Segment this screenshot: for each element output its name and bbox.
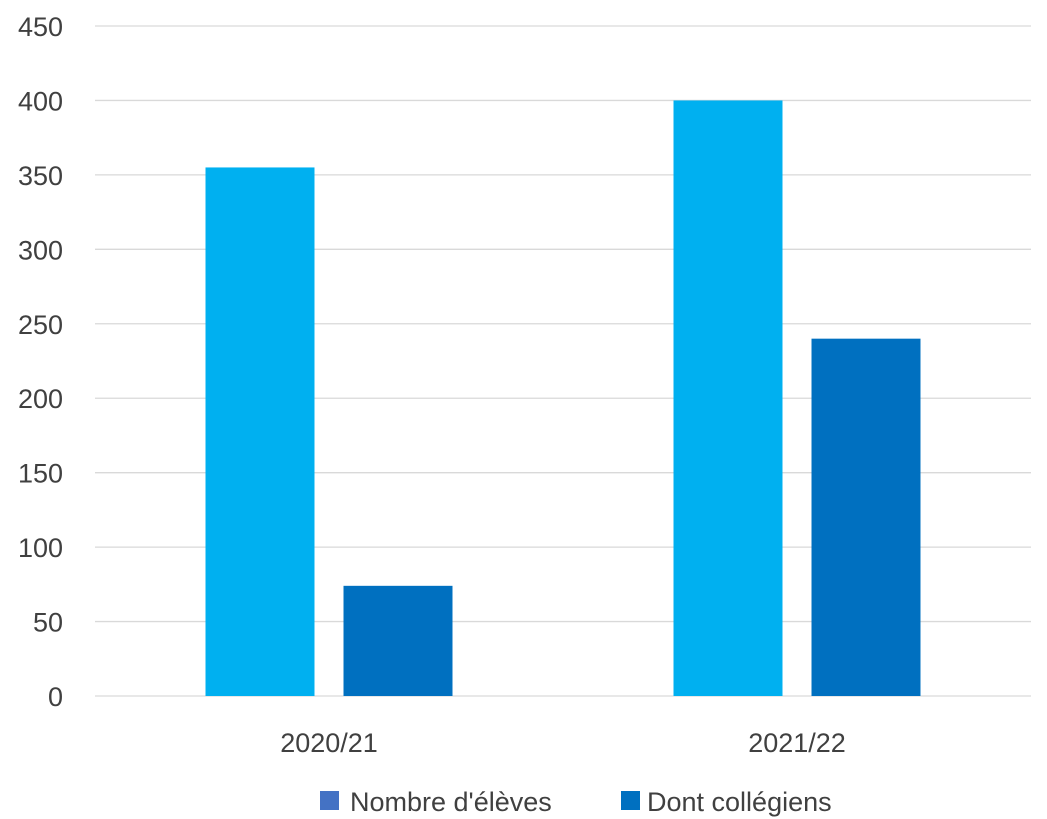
legend-label: Dont collégiens [647,787,832,817]
bars [205,100,921,696]
y-axis-ticks: 0 50 100 150 200 250 300 350 400 450 [18,12,63,712]
legend-label: Nombre d'élèves [350,787,552,817]
legend: Nombre d'élèves Dont collégiens [320,787,832,817]
y-tick-label: 200 [18,384,63,414]
legend-swatch [621,791,640,810]
x-tick-label: 2021/22 [748,728,846,758]
y-tick-label: 250 [18,310,63,340]
x-tick-label: 2020/21 [280,728,378,758]
y-tick-label: 0 [48,682,63,712]
x-axis-ticks: 2020/21 2021/22 [280,728,846,758]
y-tick-label: 450 [18,12,63,42]
bar-dont-collegiens-0 [343,585,453,696]
legend-swatch [320,791,339,810]
y-tick-label: 50 [33,608,63,638]
y-tick-label: 300 [18,235,63,265]
y-tick-label: 150 [18,459,63,489]
y-tick-label: 400 [18,86,63,116]
bar-nombre-eleves-0 [205,167,315,696]
y-tick-label: 100 [18,533,63,563]
y-tick-label: 350 [18,161,63,191]
bar-nombre-eleves-1 [673,100,783,696]
bar-dont-collegiens-1 [811,338,921,696]
